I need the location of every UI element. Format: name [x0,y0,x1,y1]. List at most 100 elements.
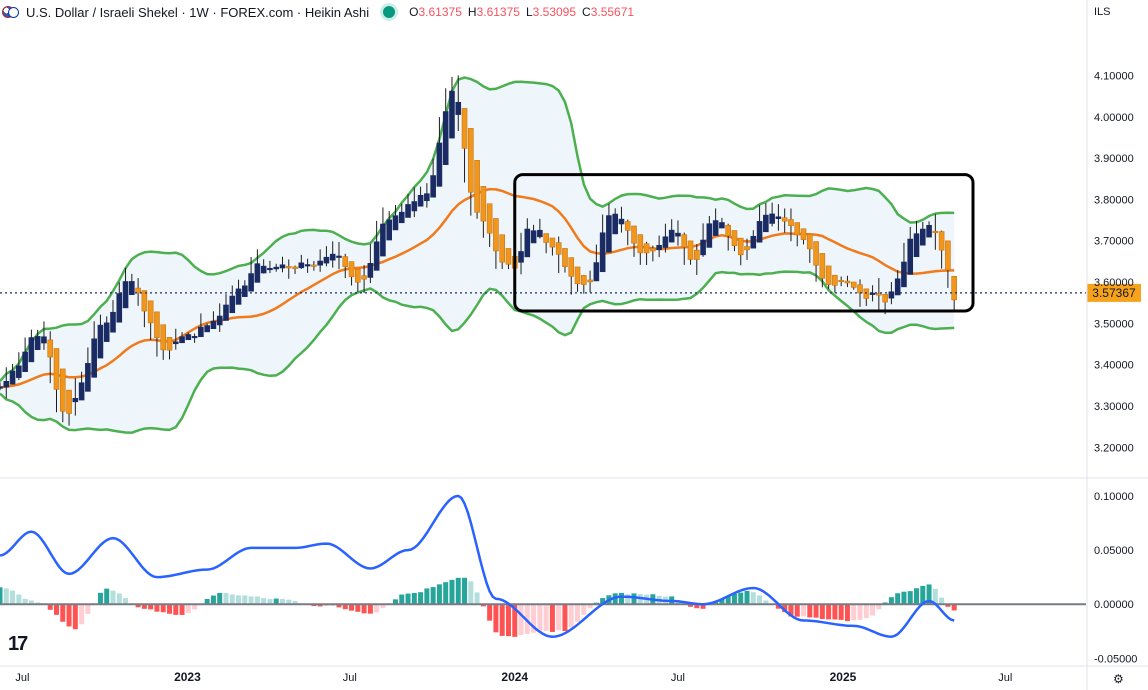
heikin-ashi-candle [442,111,449,165]
price-axis-tick: 3.70000 [1094,236,1134,248]
macd-histogram-bar [851,604,857,621]
heikin-ashi-candle [480,186,487,222]
time-axis-tick: 2025 [830,670,857,684]
heikin-ashi-candle [606,215,612,253]
heikin-ashi-candle [737,237,744,256]
bollinger-fill [0,77,955,433]
macd-histogram-bar [744,590,750,605]
heikin-ashi-candle [160,324,167,351]
heikin-ashi-candle [235,288,242,305]
macd-histogram-bar [317,604,323,607]
heikin-ashi-candle [549,237,556,248]
macd-histogram-bar [223,592,229,605]
macd-histogram-bar [945,604,951,607]
bollinger-upper-line [0,76,955,383]
heikin-ashi-candle [926,225,932,238]
heikin-ashi-candle [894,278,901,296]
macd-histogram-bar [888,597,894,605]
gear-icon[interactable]: ⚙ [1113,672,1124,686]
macd-histogram-bar [575,604,581,622]
macd-histogram-bar [449,579,455,605]
heikin-ashi-candle [166,337,173,351]
macd-histogram-bar [951,604,957,611]
heikin-ashi-candle [775,216,782,219]
macd-histogram-bar [418,592,424,605]
heikin-ashi-candle [706,223,713,248]
last-price-label-bg [1087,283,1141,302]
macd-histogram-bar [116,593,122,605]
macd-histogram-bar [229,594,235,605]
heikin-ashi-candle [700,239,706,256]
macd-histogram-bar [863,604,869,619]
macd-histogram-bar [688,604,694,607]
heikin-ashi-candle [424,193,430,202]
macd-axis-tick: 0.00000 [1094,599,1134,611]
macd-histogram-bar [631,593,637,605]
macd-histogram-bar [738,592,744,605]
heikin-ashi-candle [712,220,719,236]
heikin-ashi-candle [919,228,926,246]
heikin-ashi-candle [279,264,286,269]
heikin-ashi-candle [298,262,305,269]
ohlc-readout: O3.61375 H3.61375 L3.53095 C3.55671 [409,5,634,19]
heikin-ashi-candle [888,291,895,299]
time-axis-tick: 2023 [174,670,201,684]
heikin-ashi-candle [863,288,870,299]
macd-histogram-bar [813,604,819,618]
heikin-ashi-candle [417,194,424,207]
heikin-ashi-candle [618,218,625,225]
heikin-ashi-candle [254,263,261,283]
macd-histogram-bar [248,596,254,605]
heikin-ashi-candle [367,262,374,278]
heikin-ashi-candle [210,320,217,330]
macd-histogram-bar [694,604,700,609]
macd-histogram-bar [236,595,242,605]
macd-histogram-bar [719,599,725,605]
macd-histogram-bar [512,604,518,637]
macd-histogram-bar [932,588,938,605]
macd-histogram-bar [524,604,530,634]
heikin-ashi-candle [0,386,3,389]
heikin-ashi-candle [581,275,587,285]
heikin-ashi-candle [34,336,41,350]
heikin-ashi-candle [951,276,957,301]
heikin-ashi-candle [681,234,688,248]
heikin-ashi-candle [72,397,79,403]
macd-histogram-bar [788,604,794,617]
heikin-ashi-candle [543,233,549,243]
macd-histogram-bar [22,598,28,605]
macd-histogram-bar [279,598,285,605]
heikin-ashi-candle [832,274,838,286]
tradingview-logo[interactable]: 17 [8,633,28,655]
heikin-ashi-candle [436,142,443,187]
heikin-ashi-candle [505,248,512,265]
heikin-ashi-candle [593,262,600,282]
macd-histogram-bar [926,584,932,605]
heikin-ashi-candle [53,348,60,390]
macd-histogram-bar [0,587,3,605]
heikin-ashi-candle [907,238,914,275]
heikin-ashi-candle [185,334,192,341]
heikin-ashi-candle [869,292,876,295]
macd-histogram-bar [562,604,568,632]
heikin-ashi-candle [16,365,22,378]
heikin-ashi-candle [838,279,844,283]
macd-histogram-bar [380,604,386,608]
symbol-title[interactable]: U.S. Dollar / Israeli Shekel · 1W · FORE… [26,4,370,20]
heikin-ashi-candle [317,260,323,266]
macd-histogram-bar [505,604,511,637]
currency-label[interactable]: ILS [1094,6,1111,18]
macd-histogram-bar [801,604,807,617]
macd-histogram-bar [455,577,461,605]
macd-histogram-bar [60,604,66,622]
macd-histogram-bar [392,599,398,605]
usd-ils-flag-icon [2,3,20,21]
macd-histogram-bar [110,590,116,605]
macd-histogram-bar [907,591,913,605]
price-axis-tick: 3.80000 [1094,194,1134,206]
macd-histogram-bar [179,604,185,615]
heikin-ashi-candle [850,281,857,288]
macd-histogram-bar [399,594,405,605]
heikin-ashi-candle [141,290,148,312]
